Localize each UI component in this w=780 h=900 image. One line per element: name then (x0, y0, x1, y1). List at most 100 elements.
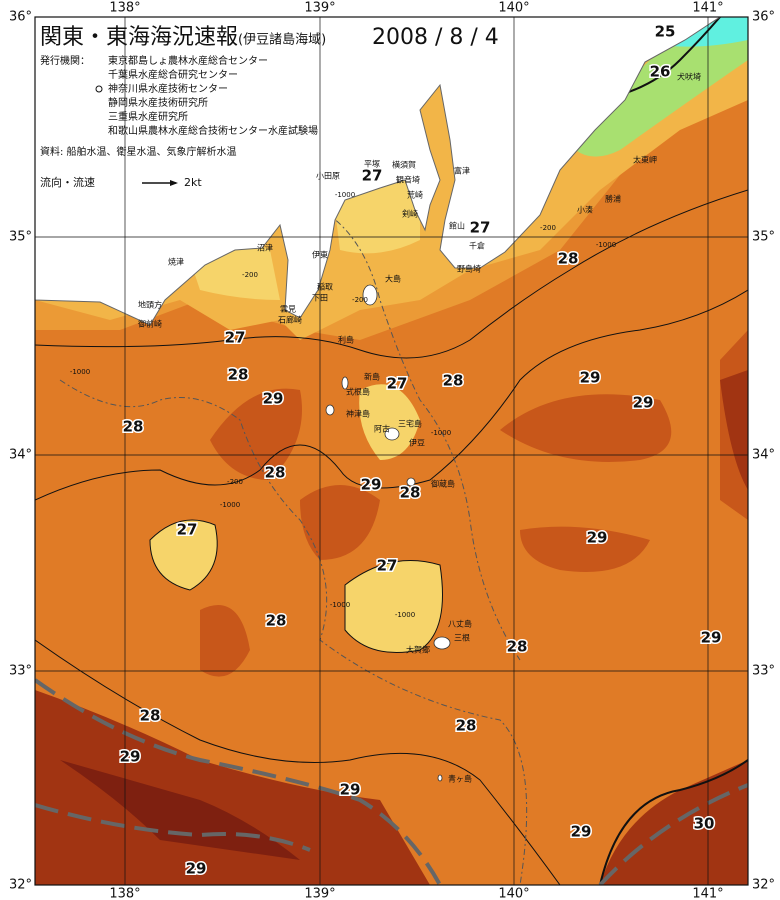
lat-label-right: 35° (752, 230, 775, 245)
depth-label: -1000 (596, 241, 616, 249)
place-name: 三宅島 (398, 419, 422, 429)
isotherm-label: 28 (456, 717, 477, 735)
island (437, 774, 443, 782)
isotherm-label: 28 (123, 418, 144, 436)
place-name: 千倉 (469, 241, 485, 251)
place-name: 稲取 (317, 282, 333, 292)
lon-label-bottom: 138° (109, 887, 140, 900)
marker-circle (95, 85, 103, 93)
region: (伊豆諸島海域) (238, 32, 326, 48)
place-name: 雲見 (280, 305, 296, 314)
isotherm-label: 28 (140, 707, 161, 725)
depth-contours (59, 199, 528, 885)
land (35, 17, 721, 326)
current-axis (35, 678, 442, 885)
depth-label: -1000 (431, 429, 451, 437)
isotherm (599, 759, 748, 885)
lat-label-left: 32° (9, 878, 32, 893)
place-name: 太東岬 (633, 155, 657, 165)
isotherm-label: 29 (633, 394, 654, 412)
place-name: 大島 (385, 274, 401, 284)
legend-label: 流向・流速 (40, 175, 95, 189)
lat-label-left: 33° (9, 664, 32, 679)
place-name: 荒崎 (407, 190, 423, 200)
place-name: 観音埼 (396, 175, 420, 185)
place-name: 犬吠埼 (677, 72, 701, 82)
isotherm-label: 29 (186, 860, 207, 878)
organization: 和歌山県農林水産総合技術センター水産試験場 (108, 124, 318, 137)
place-name: 伊豆 (409, 438, 425, 448)
current-axis (598, 783, 748, 885)
isotherm-label: 29 (340, 781, 361, 799)
island (384, 427, 400, 441)
isotherm-label: 26 (650, 63, 671, 81)
lon-label-top: 141° (692, 1, 723, 16)
isotherm-label: 28 (266, 612, 287, 630)
lat-label-right: 33° (752, 664, 775, 679)
kuroshio-axis (35, 678, 748, 885)
place-name: 三根 (454, 633, 470, 643)
isotherm-label: 27 (470, 219, 491, 237)
isotherm-label: 25 (655, 23, 676, 41)
lat-label-right: 32° (752, 878, 775, 893)
lat-label-left: 35° (9, 230, 32, 245)
depth-label: -1000 (335, 191, 355, 199)
title: 関東・東海海況速報 (40, 25, 238, 50)
organization: 東京都島しょ農林水産総合センター (108, 54, 268, 67)
depth-label: -1000 (330, 601, 350, 609)
place-name: 焼津 (168, 257, 184, 267)
isotherm-label: 29 (263, 390, 284, 408)
place-name: 野島埼 (457, 264, 481, 274)
place-name: 平塚 (364, 160, 380, 169)
zone-26 (560, 17, 748, 157)
place-name: 八丈島 (448, 619, 472, 629)
isotherm-label: 28 (558, 250, 579, 268)
place-name: 新島 (364, 372, 380, 382)
isotherm (35, 189, 748, 359)
legend-speed: 2kt (184, 176, 202, 189)
isotherm (344, 560, 443, 653)
depth-contour (299, 199, 521, 661)
sources: 資料: 船舶水温、衛星水温、気象庁解析水温 (40, 145, 237, 158)
place-name: 勝浦 (605, 194, 621, 204)
frame (34, 16, 749, 886)
isotherm-label: 29 (571, 823, 592, 841)
isotherm-label: 27 (362, 167, 383, 185)
lat-label-right: 36° (752, 10, 775, 25)
depth-contour (59, 379, 528, 885)
isotherm-label: 27 (177, 521, 198, 539)
depth-label: -200 (352, 296, 368, 304)
isotherm-label: 29 (120, 748, 141, 766)
place-name: 剣崎 (402, 209, 418, 219)
isotherm (35, 639, 561, 885)
place-name: 神津島 (346, 409, 370, 419)
lat-label-left: 36° (9, 10, 32, 25)
isotherms (35, 17, 748, 885)
zone-cool (150, 167, 443, 653)
organization: 静岡県水産技術研究所 (108, 96, 208, 109)
depth-label: -200 (242, 271, 258, 279)
organization: 千葉県水産総合研究センター (108, 68, 238, 81)
island (433, 636, 451, 650)
lon-label-top: 140° (498, 1, 529, 16)
zone-29 (200, 330, 748, 677)
islands (325, 284, 451, 782)
island (362, 284, 378, 306)
publisher-label: 発行機関： (40, 54, 90, 67)
place-name: 伊東 (312, 250, 328, 260)
place-name: 地頭方 (138, 300, 162, 310)
isotherm (35, 289, 748, 501)
depth-label: -1000 (395, 611, 415, 619)
isotherm-label: 28 (507, 638, 528, 656)
place-name: 利島 (338, 335, 354, 345)
place-name: 大賀郷 (406, 645, 430, 655)
lon-label-bottom: 141° (692, 887, 723, 900)
island (406, 477, 416, 487)
place-name: 下田 (312, 294, 328, 303)
lat-label-right: 34° (752, 448, 775, 463)
place-name: 小湊 (577, 205, 593, 215)
isotherm-label: 29 (361, 476, 382, 494)
place-name: 館山 (449, 221, 465, 231)
isotherm (149, 519, 218, 591)
